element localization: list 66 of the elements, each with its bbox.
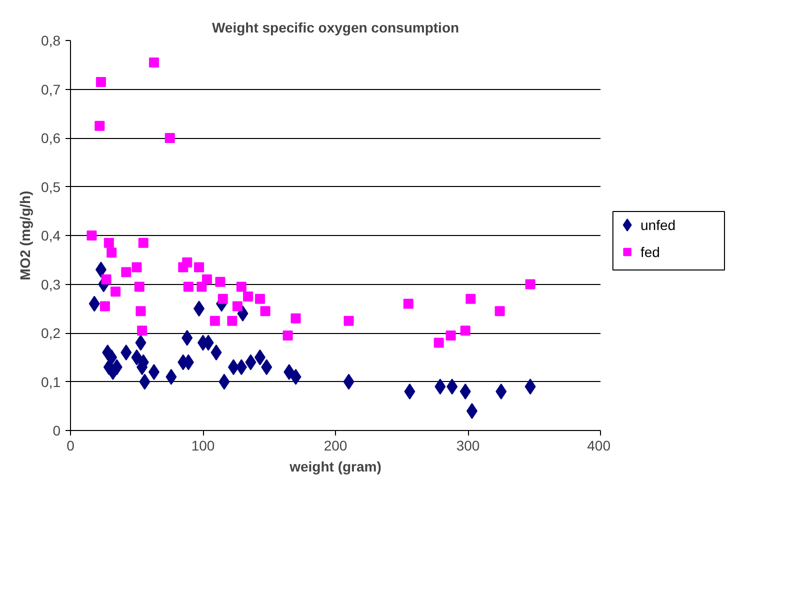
point bbox=[148, 57, 159, 68]
point bbox=[404, 384, 416, 400]
y-tick-label: 0,6 bbox=[41, 130, 61, 146]
point bbox=[104, 238, 114, 248]
point bbox=[254, 294, 265, 304]
x-tick-label: 0 bbox=[66, 438, 75, 454]
point bbox=[434, 338, 444, 348]
point bbox=[282, 330, 293, 340]
point bbox=[243, 291, 254, 302]
point bbox=[466, 294, 476, 304]
point bbox=[202, 274, 212, 284]
y-tick-label: 0,4 bbox=[41, 228, 61, 244]
point bbox=[466, 403, 478, 419]
point bbox=[100, 301, 110, 312]
point bbox=[182, 257, 192, 268]
point bbox=[232, 301, 242, 312]
point bbox=[148, 364, 160, 380]
chart-title: Weight specific oxygen consumption bbox=[212, 20, 460, 36]
point bbox=[215, 276, 226, 287]
point bbox=[210, 316, 220, 326]
legend-label: fed bbox=[640, 244, 660, 260]
point bbox=[403, 298, 414, 309]
y-tick-label: 0,7 bbox=[41, 81, 61, 98]
point bbox=[106, 248, 117, 258]
point bbox=[210, 344, 222, 360]
y-axis-title: MO2 (mg/g/h) bbox=[17, 190, 34, 280]
point bbox=[94, 120, 105, 131]
point bbox=[101, 274, 112, 284]
x-tick-label: 400 bbox=[587, 438, 611, 454]
point bbox=[86, 230, 97, 240]
point bbox=[494, 306, 505, 316]
x-tick-label: 100 bbox=[191, 438, 215, 454]
point bbox=[290, 313, 301, 324]
point bbox=[446, 330, 456, 340]
y-tick-label: 0,5 bbox=[41, 178, 61, 195]
point bbox=[121, 267, 132, 278]
point bbox=[110, 286, 121, 297]
point bbox=[260, 306, 270, 316]
x-tick-label: 300 bbox=[456, 438, 480, 454]
point bbox=[194, 262, 204, 272]
y-tick-label: 0,3 bbox=[41, 276, 61, 292]
point bbox=[96, 76, 106, 87]
point bbox=[136, 306, 146, 316]
legend-label: unfed bbox=[640, 217, 676, 233]
x-tick-label: 200 bbox=[324, 438, 348, 454]
point bbox=[120, 344, 132, 360]
y-tick-label: 0,8 bbox=[41, 32, 61, 48]
point bbox=[183, 282, 194, 292]
point bbox=[284, 364, 295, 380]
y-tick-label: 0,1 bbox=[41, 374, 61, 390]
point bbox=[134, 282, 144, 292]
point bbox=[460, 326, 470, 336]
point bbox=[227, 316, 238, 326]
y-tick-label: 0,2 bbox=[41, 325, 61, 341]
point bbox=[525, 279, 536, 290]
point bbox=[460, 384, 471, 400]
point bbox=[344, 316, 354, 326]
point bbox=[138, 238, 148, 248]
point bbox=[137, 326, 148, 336]
point bbox=[236, 282, 246, 292]
y-tick-label: 0 bbox=[52, 422, 61, 438]
point bbox=[218, 294, 228, 304]
point bbox=[496, 384, 507, 400]
x-axis-title: weight (gram) bbox=[288, 458, 382, 474]
point bbox=[132, 262, 142, 272]
point bbox=[164, 133, 175, 143]
